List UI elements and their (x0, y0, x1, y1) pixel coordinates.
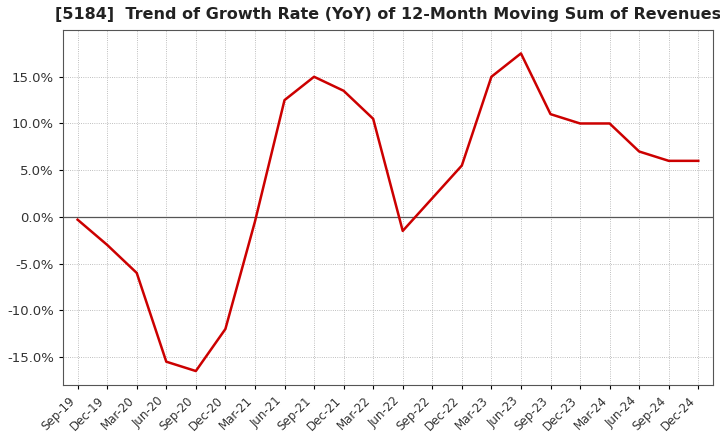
Title: [5184]  Trend of Growth Rate (YoY) of 12-Month Moving Sum of Revenues: [5184] Trend of Growth Rate (YoY) of 12-… (55, 7, 720, 22)
